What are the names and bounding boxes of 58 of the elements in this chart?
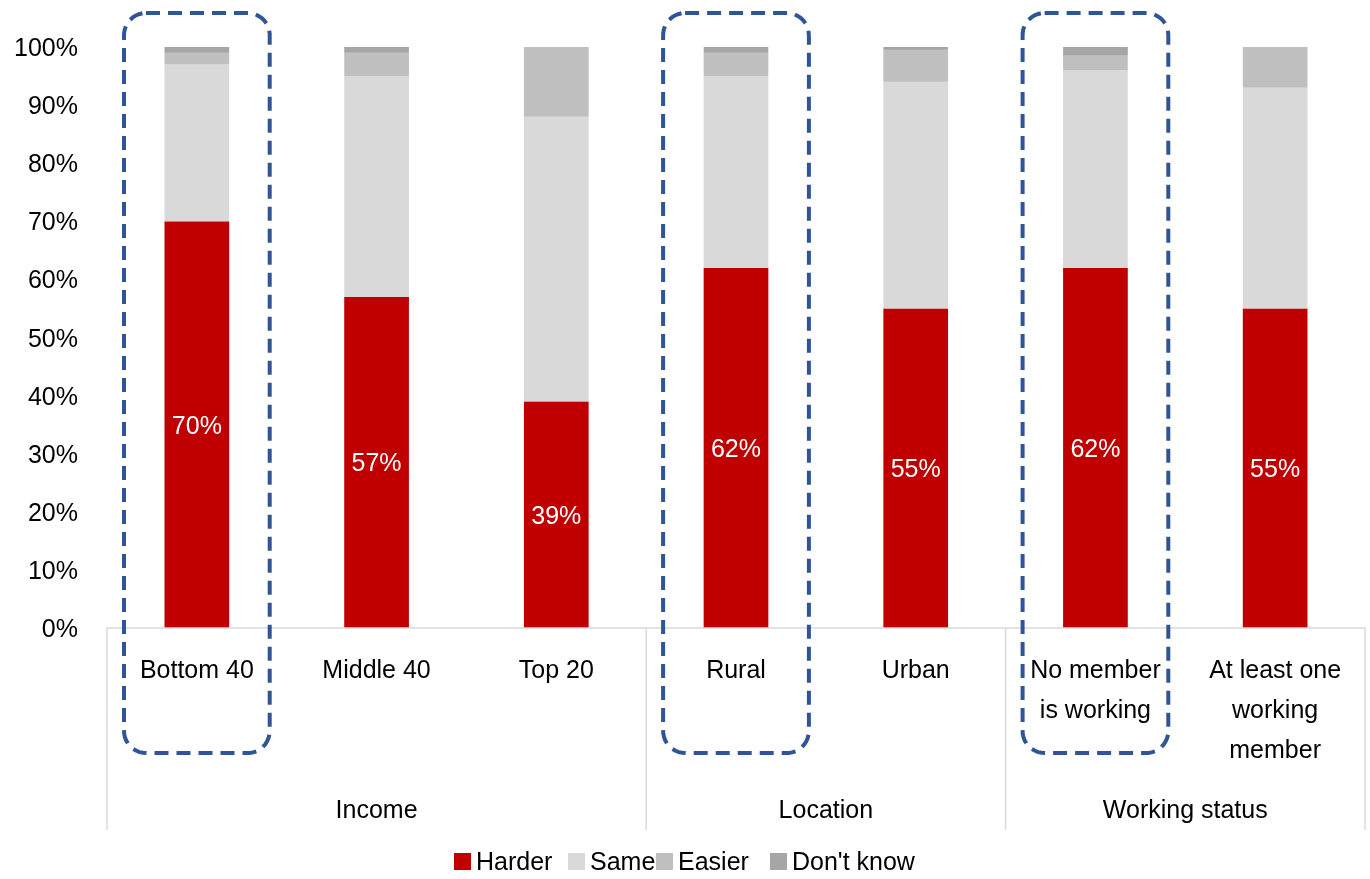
y-tick-label: 40% xyxy=(27,381,78,410)
y-tick-label: 0% xyxy=(41,614,78,642)
legend-label: Easier xyxy=(678,847,749,875)
y-tick-label: 70% xyxy=(27,207,78,236)
x-tick-label: No member is working xyxy=(1030,655,1161,723)
bar xyxy=(523,47,589,117)
bar xyxy=(344,52,409,77)
bar xyxy=(164,221,230,628)
bar xyxy=(883,49,949,82)
bar xyxy=(703,267,769,628)
bar xyxy=(883,47,949,50)
y-tick-label: 10% xyxy=(27,555,78,584)
text: Working status xyxy=(1102,795,1268,823)
x-tick-label: Bottom 40 xyxy=(139,655,254,683)
text: Location xyxy=(778,795,874,823)
legend-label: Same xyxy=(590,847,656,875)
y-tick-label: 20% xyxy=(27,497,78,526)
y-tick-label: 60% xyxy=(27,265,78,294)
x-tick-label: At least one working member xyxy=(1209,655,1342,763)
y-tick-label: 100% xyxy=(14,33,78,61)
data-label: 57% xyxy=(351,448,402,477)
legend-label: Harder xyxy=(476,847,553,875)
bar xyxy=(164,47,230,53)
x-tick-label: Middle 40 xyxy=(322,655,431,683)
bar xyxy=(344,76,409,297)
data-label: 39% xyxy=(531,500,582,529)
bar xyxy=(164,64,230,222)
bar xyxy=(344,47,409,53)
y-tick-label: 50% xyxy=(27,323,78,352)
bar xyxy=(523,401,589,628)
data-label: 55% xyxy=(890,454,941,483)
bar xyxy=(883,81,949,309)
bar xyxy=(344,296,409,628)
bar xyxy=(1242,87,1308,309)
bar xyxy=(523,116,589,402)
y-tick-label: 80% xyxy=(27,149,78,178)
bar xyxy=(1063,55,1128,71)
x-tick-label: Rural xyxy=(706,655,766,683)
y-tick-label: 90% xyxy=(27,91,78,120)
text: Income xyxy=(335,795,418,823)
bar xyxy=(1063,47,1128,56)
data-label: 62% xyxy=(1070,433,1121,462)
bar xyxy=(703,52,769,77)
data-label: 62% xyxy=(710,433,762,462)
data-label: 70% xyxy=(171,410,222,439)
bar xyxy=(703,47,769,53)
data-label: 55% xyxy=(1250,454,1301,483)
x-tick-label: Urban xyxy=(881,655,950,683)
bar xyxy=(164,52,230,65)
bar xyxy=(883,308,949,628)
bar xyxy=(1063,70,1128,268)
x-tick-label: Top 20 xyxy=(518,655,594,683)
bar xyxy=(1242,308,1308,628)
bar xyxy=(1063,267,1128,628)
bar xyxy=(1242,47,1308,88)
bar xyxy=(703,76,769,268)
y-tick-label: 30% xyxy=(27,439,78,468)
legend-label: Don't know xyxy=(792,847,916,875)
